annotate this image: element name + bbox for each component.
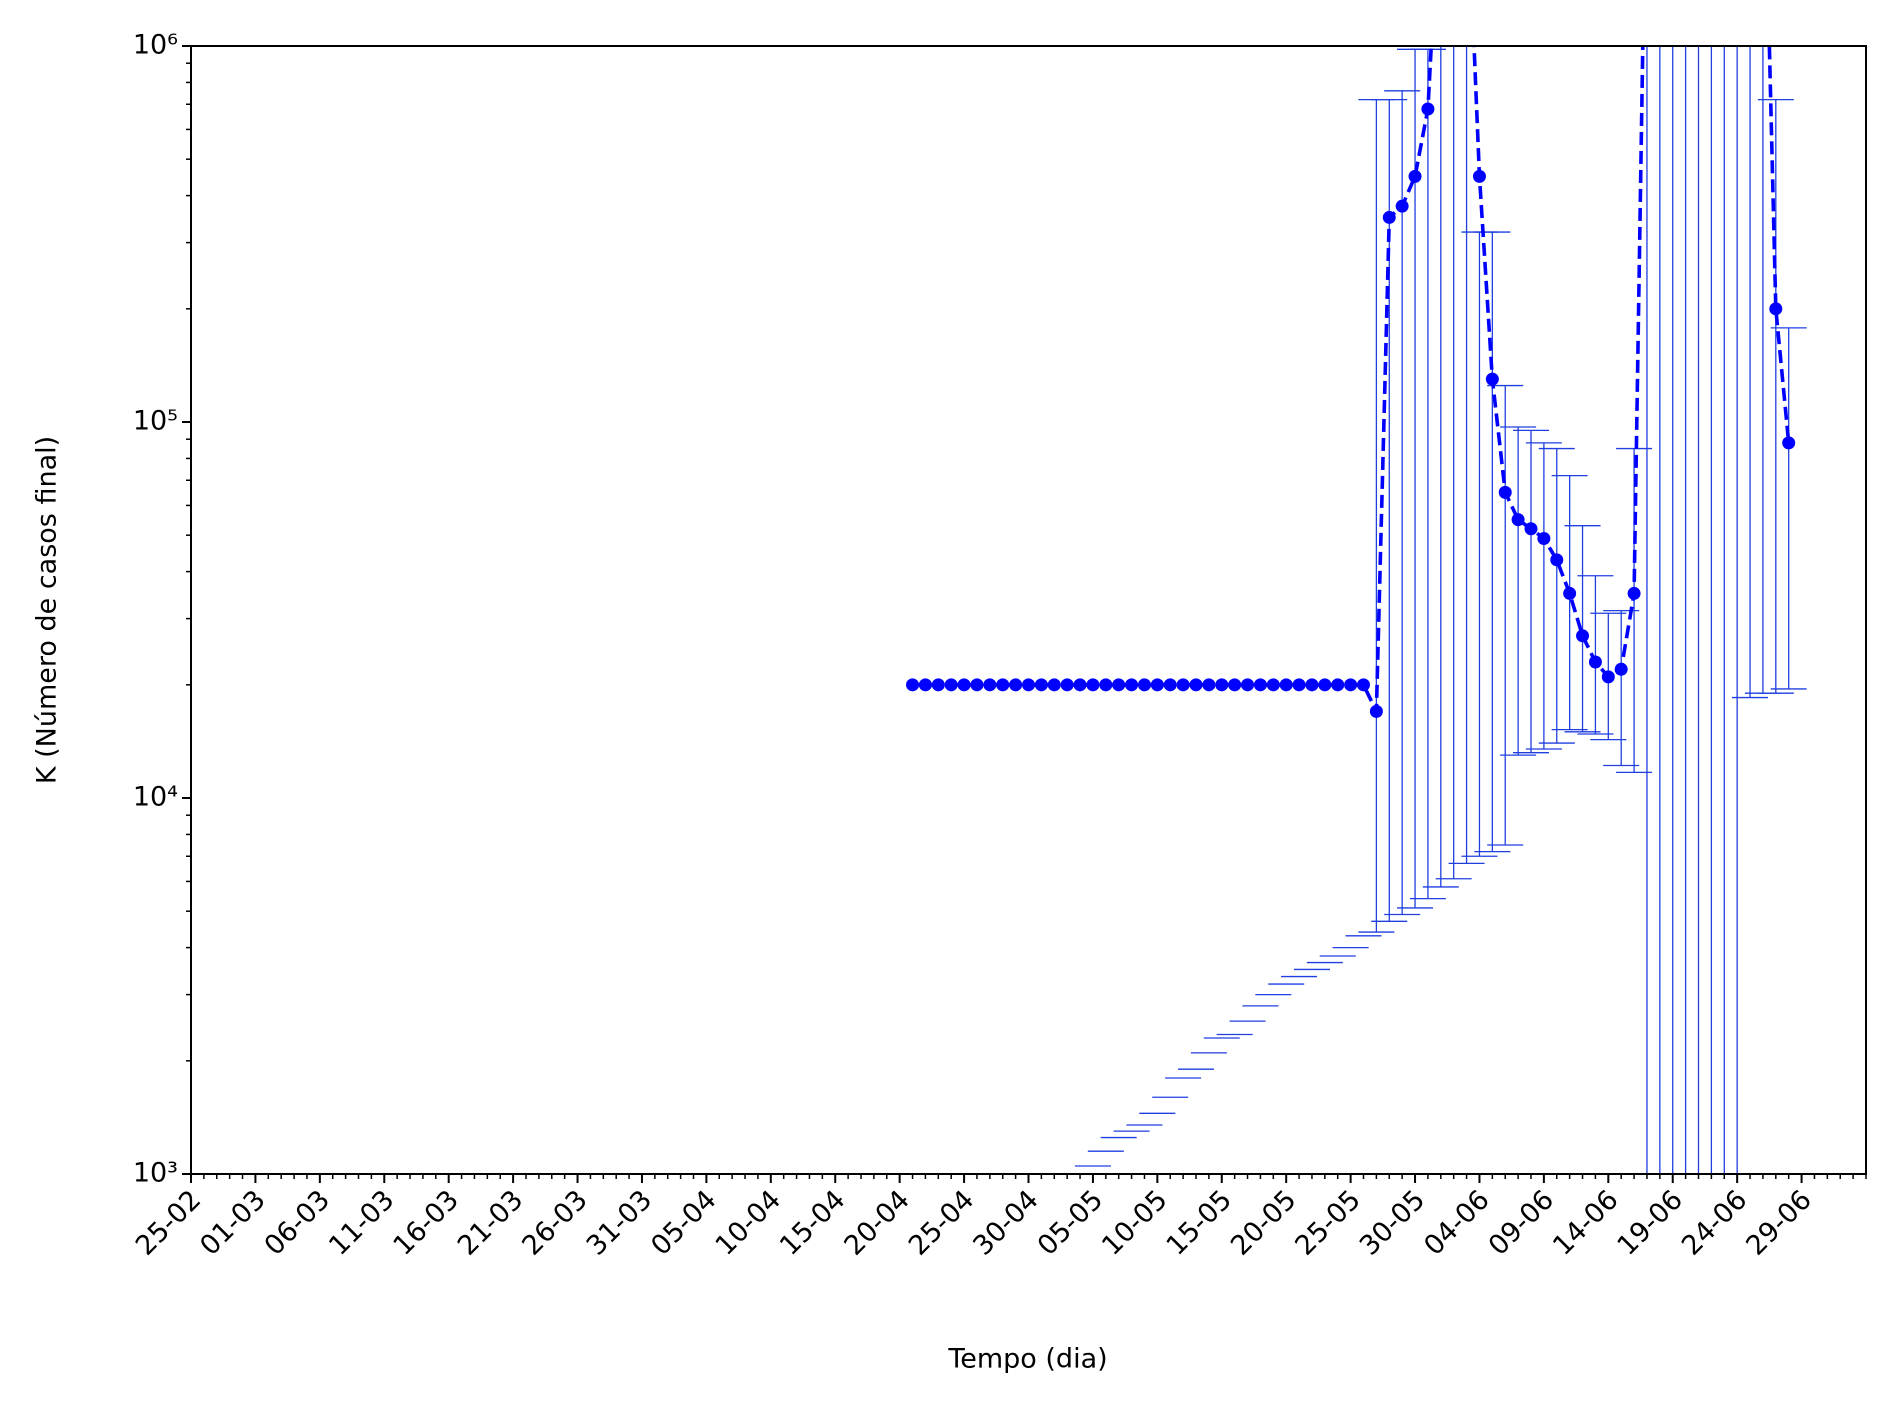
data-point: [1550, 553, 1564, 567]
y-tick-label: 10³: [133, 1158, 178, 1189]
data-point: [1253, 678, 1267, 692]
y-axis-label: K (Número de casos final): [32, 436, 63, 784]
data-point: [1511, 513, 1525, 527]
x-tick-label: 10-05: [1096, 1184, 1173, 1261]
x-tick-label: 20-04: [839, 1184, 916, 1261]
data-point: [1782, 436, 1796, 450]
data-point: [1421, 102, 1435, 116]
x-tick-label: 15-05: [1161, 1184, 1238, 1261]
data-point: [944, 678, 958, 692]
data-point: [1266, 678, 1280, 692]
x-tick-label: 14-06: [1547, 1184, 1624, 1261]
x-tick-label: 15-04: [774, 1184, 851, 1261]
data-point: [1305, 678, 1319, 692]
data-point: [1357, 678, 1370, 692]
data-point: [1472, 169, 1486, 183]
x-tick-label: 01-03: [194, 1184, 271, 1261]
x-tick-label: 05-04: [645, 1184, 722, 1261]
data-point: [1137, 678, 1151, 692]
data-point: [1382, 210, 1396, 224]
data-point: [918, 678, 932, 692]
x-tick-label: 29-06: [1740, 1184, 1817, 1261]
y-tick-label: 10⁴: [133, 782, 178, 813]
x-axis-label: Tempo (dia): [947, 1344, 1107, 1375]
data-point: [1176, 678, 1190, 692]
x-tick-label: 24-06: [1676, 1184, 1753, 1261]
data-point: [1112, 678, 1126, 692]
data-point: [1073, 678, 1087, 692]
x-tick-label: 25-05: [1289, 1184, 1366, 1261]
data-point: [1395, 199, 1409, 213]
data-point: [1524, 522, 1538, 536]
data-point: [1601, 670, 1615, 684]
x-tick-label: 20-05: [1225, 1184, 1302, 1261]
data-point: [996, 678, 1010, 692]
data-point: [983, 678, 997, 692]
data-point: [1614, 662, 1628, 676]
data-point: [1060, 678, 1074, 692]
data-point: [1009, 678, 1023, 692]
data-point: [1228, 678, 1242, 692]
data-point: [1563, 586, 1577, 600]
data-point: [1408, 169, 1422, 183]
data-point: [1163, 678, 1177, 692]
x-tick-label: 04-06: [1418, 1184, 1495, 1261]
y-tick-label: 10⁶: [133, 30, 178, 61]
data-point: [1099, 678, 1113, 692]
data-point: [970, 678, 984, 692]
data-point: [1485, 372, 1499, 386]
data-point: [1369, 704, 1383, 718]
data-point: [1318, 678, 1332, 692]
x-tick-label: 31-03: [581, 1184, 658, 1261]
series-line: [912, 46, 1791, 713]
x-tick-label: 25-02: [130, 1184, 207, 1261]
x-tick-label: 09-06: [1483, 1184, 1560, 1261]
x-tick-label: 25-04: [903, 1184, 980, 1261]
data-point: [906, 678, 920, 692]
data-point: [1576, 629, 1590, 643]
data-point: [1086, 678, 1100, 692]
data-point: [1769, 302, 1783, 316]
data-point: [931, 678, 945, 692]
data-point: [1588, 655, 1602, 669]
x-tick-label: 05-05: [1032, 1184, 1109, 1261]
data-point: [1241, 678, 1255, 692]
data-point: [1279, 678, 1293, 692]
x-tick-label: 19-06: [1612, 1184, 1689, 1261]
x-tick-label: 30-04: [967, 1184, 1044, 1261]
x-tick-label: 21-03: [452, 1184, 529, 1261]
x-tick-label: 10-04: [710, 1184, 787, 1261]
data-point: [1189, 678, 1203, 692]
data-point: [1034, 678, 1048, 692]
data-point: [1537, 531, 1551, 545]
x-tick-label: 06-03: [259, 1184, 336, 1261]
data-point: [1331, 678, 1345, 692]
data-point: [1344, 678, 1358, 692]
data-point: [1292, 678, 1306, 692]
x-tick-label: 16-03: [388, 1184, 465, 1261]
data-point: [957, 678, 971, 692]
data-point: [1125, 678, 1139, 692]
x-tick-label: 11-03: [323, 1184, 400, 1261]
data-point: [1150, 678, 1164, 692]
plot-area: [906, 46, 1807, 1174]
data-point: [1627, 586, 1641, 600]
x-tick-label: 30-05: [1354, 1184, 1431, 1261]
data-point: [1202, 678, 1216, 692]
data-point: [1022, 678, 1035, 692]
data-point: [1215, 678, 1229, 692]
y-tick-label: 10⁵: [133, 406, 178, 437]
x-tick-label: 26-03: [516, 1184, 593, 1261]
data-point: [1047, 678, 1061, 692]
data-point: [1498, 485, 1512, 499]
